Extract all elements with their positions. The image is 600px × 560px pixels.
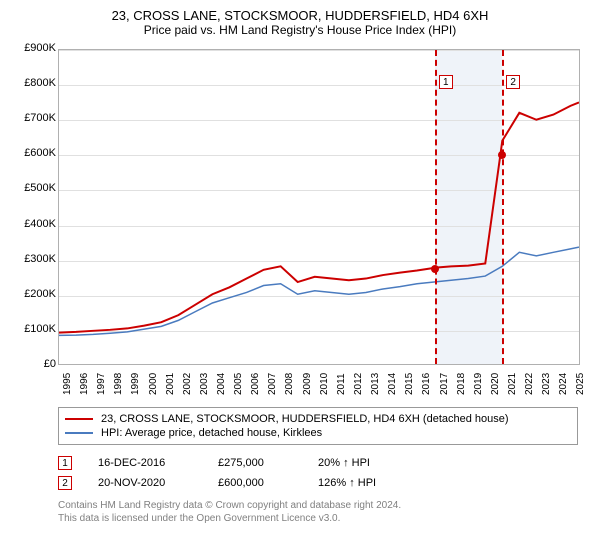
y-axis-label: £600K [14, 147, 56, 159]
legend-label: 23, CROSS LANE, STOCKSMOOR, HUDDERSFIELD… [101, 413, 509, 425]
event-number: 2 [58, 476, 72, 490]
attribution-line2: This data is licensed under the Open Gov… [58, 512, 586, 525]
x-axis-label: 2010 [319, 373, 327, 395]
x-axis-label: 2009 [302, 373, 310, 395]
attribution-line1: Contains HM Land Registry data © Crown c… [58, 499, 586, 512]
x-axis-label: 2012 [353, 373, 361, 395]
series-hpi [59, 247, 579, 335]
event-number: 1 [58, 456, 72, 470]
y-axis-label: £900K [14, 42, 56, 54]
y-axis-label: £500K [14, 182, 56, 194]
event-date: 16-DEC-2016 [98, 457, 218, 469]
x-axis-label: 2005 [233, 373, 241, 395]
series-property [59, 102, 579, 332]
x-axis-label: 2025 [575, 373, 583, 395]
x-axis-label: 1997 [96, 373, 104, 395]
x-axis-label: 2024 [558, 373, 566, 395]
data-point-marker [431, 265, 439, 273]
attribution: Contains HM Land Registry data © Crown c… [58, 499, 586, 525]
legend-swatch [65, 418, 93, 420]
event-price: £275,000 [218, 457, 318, 469]
y-axis-label: £300K [14, 253, 56, 265]
x-axis-label: 1996 [79, 373, 87, 395]
event-price: £600,000 [218, 477, 318, 489]
x-axis-label: 2007 [267, 373, 275, 395]
x-axis-label: 2003 [199, 373, 207, 395]
x-axis-label: 2018 [456, 373, 464, 395]
y-axis-label: £400K [14, 218, 56, 230]
y-axis-label: £0 [14, 358, 56, 370]
legend: 23, CROSS LANE, STOCKSMOOR, HUDDERSFIELD… [58, 407, 578, 445]
x-axis-label: 2021 [507, 373, 515, 395]
event-date: 20-NOV-2020 [98, 477, 218, 489]
events-table: 1 16-DEC-2016£275,00020% ↑ HPI 2 20-NOV-202… [58, 453, 578, 493]
y-axis-label: £100K [14, 323, 56, 335]
x-axis-label: 2004 [216, 373, 224, 395]
x-axis-label: 2002 [182, 373, 190, 395]
x-axis-label: 2001 [165, 373, 173, 395]
x-axis-label: 1995 [62, 373, 70, 395]
x-axis-label: 2019 [473, 373, 481, 395]
x-axis-label: 2017 [439, 373, 447, 395]
page-subtitle: Price paid vs. HM Land Registry's House … [14, 23, 586, 37]
event-marker-box: 1 [439, 75, 453, 89]
event-pct: 126% ↑ HPI [318, 477, 438, 489]
x-axis-label: 2016 [421, 373, 429, 395]
x-axis-label: 1999 [130, 373, 138, 395]
data-point-marker [498, 151, 506, 159]
y-axis-label: £800K [14, 77, 56, 89]
legend-label: HPI: Average price, detached house, Kirk… [101, 427, 322, 439]
event-pct: 20% ↑ HPI [318, 457, 438, 469]
x-axis-label: 2023 [541, 373, 549, 395]
x-axis-label: 2020 [490, 373, 498, 395]
x-axis-label: 2014 [387, 373, 395, 395]
x-axis-label: 2011 [336, 373, 344, 395]
page-title: 23, CROSS LANE, STOCKSMOOR, HUDDERSFIELD… [14, 8, 586, 23]
x-axis-label: 2022 [524, 373, 532, 395]
event-row: 2 20-NOV-2020£600,000126% ↑ HPI [58, 473, 578, 493]
x-axis-label: 2015 [404, 373, 412, 395]
legend-item: HPI: Average price, detached house, Kirk… [65, 426, 571, 440]
event-marker-box: 2 [506, 75, 520, 89]
chart: £0 £100K £200K £300K £400K £500K £600K £700K £80… [14, 43, 586, 403]
x-axis-label: 2013 [370, 373, 378, 395]
x-axis-label: 2000 [148, 373, 156, 395]
x-axis-label: 2008 [284, 373, 292, 395]
x-axis-label: 1998 [113, 373, 121, 395]
legend-item: 23, CROSS LANE, STOCKSMOOR, HUDDERSFIELD… [65, 412, 571, 426]
x-axis-label: 2006 [250, 373, 258, 395]
y-axis-label: £200K [14, 288, 56, 300]
legend-swatch [65, 432, 93, 434]
event-row: 1 16-DEC-2016£275,00020% ↑ HPI [58, 453, 578, 473]
y-axis-label: £700K [14, 112, 56, 124]
plot-area: 12 [58, 49, 580, 365]
